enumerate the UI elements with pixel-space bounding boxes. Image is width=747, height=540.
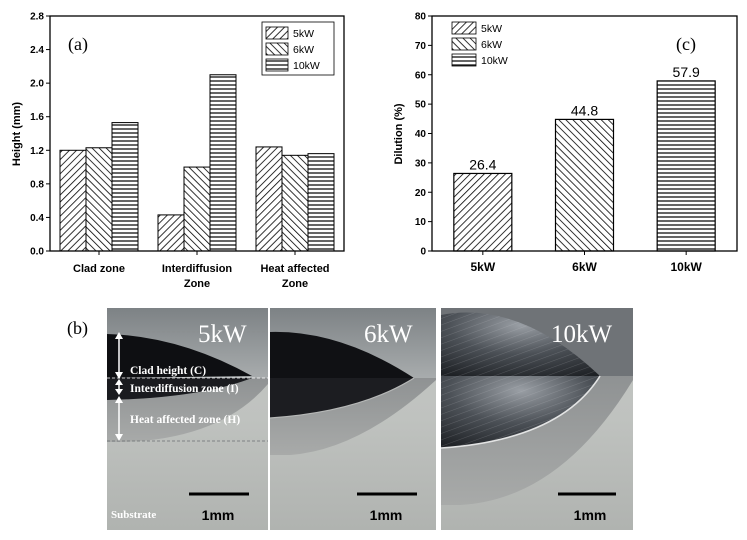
chart-a-y-tick-label: 1.2 bbox=[30, 146, 44, 157]
chart-a-legend-swatch bbox=[265, 26, 289, 40]
chart-a-bar bbox=[183, 166, 211, 252]
chart-a-y-tick-label: 0.4 bbox=[30, 213, 44, 224]
chart-c-data-label: 26.4 bbox=[469, 156, 496, 172]
chart-a-legend-swatch bbox=[265, 42, 289, 56]
chart-a-bar bbox=[255, 146, 283, 252]
chart-c-y-tick-label: 20 bbox=[415, 188, 427, 199]
photo-6kw-title: 6kW bbox=[364, 321, 413, 348]
chart-a-y-tick-label: 2.0 bbox=[30, 79, 44, 90]
photo-5kw-title: 5kW bbox=[198, 321, 247, 348]
photo-10kw-title: 10kW bbox=[551, 321, 613, 348]
chart-a-x-tick-label: Zone bbox=[184, 278, 210, 290]
chart-c-y-tick-label: 30 bbox=[415, 158, 427, 169]
chart-a-y-ticks: 0.0 0.4 0.8 1.2 1.6 2.0 2.4 2.8 bbox=[30, 12, 50, 258]
photo-6kw-scale-label: 1mm bbox=[370, 507, 403, 523]
chart-a-y-tick-label: 1.6 bbox=[30, 112, 44, 123]
chart-a-bar bbox=[209, 74, 237, 252]
chart-c-legend-swatch bbox=[451, 53, 477, 67]
chart-a-legend-label: 10kW bbox=[293, 60, 320, 72]
chart-a-panel-label: (a) bbox=[68, 34, 88, 55]
chart-c-data-label: 44.8 bbox=[571, 102, 598, 118]
chart-c-bar bbox=[554, 118, 615, 252]
chart-c-y-tick-label: 40 bbox=[415, 129, 427, 140]
chart-a-legend: 5kW 6kW 10kW bbox=[261, 21, 335, 76]
chart-a-bars bbox=[59, 74, 335, 252]
photo-panel: (b) Clad height (C) Interdiffusion zone … bbox=[67, 308, 633, 530]
annotation-interdiffusion-zone: Interdiffusion zone (I) bbox=[130, 383, 239, 395]
chart-c-legend-swatch bbox=[451, 37, 477, 51]
chart-a-bar bbox=[59, 149, 87, 252]
chart-c-x-tick-label: 5kW bbox=[470, 260, 495, 274]
chart-c-bar bbox=[656, 80, 716, 252]
chart-c-data-label: 57.9 bbox=[673, 64, 700, 80]
chart-c-legend-label: 5kW bbox=[481, 23, 502, 35]
chart-c-legend-label: 10kW bbox=[481, 55, 508, 67]
chart-a: Height (mm) 0.0 0.4 0.8 1.2 1.6 2.0 2.4 2.8 Cla… bbox=[11, 12, 345, 290]
chart-a-y-tick-label: 0.0 bbox=[30, 247, 44, 258]
chart-c-y-tick-label: 50 bbox=[415, 100, 427, 111]
chart-a-y-tick-label: 2.4 bbox=[30, 45, 44, 56]
chart-c-legend-swatch bbox=[451, 21, 477, 35]
chart-c-x-tick-label: 6kW bbox=[572, 260, 597, 274]
chart-c-bar bbox=[453, 172, 513, 252]
chart-c-ylabel: Dilution (%) bbox=[393, 103, 405, 164]
annotation-clad-height: Clad height (C) bbox=[130, 365, 206, 377]
chart-c: Dilution (%) 0 10 20 30 40 50 60 70 80 26.4 44.8 5… bbox=[393, 12, 738, 274]
photo-panel-label: (b) bbox=[67, 318, 88, 339]
chart-a-x-tick-label: Interdiffusion bbox=[162, 263, 233, 275]
substrate-label: Substrate bbox=[111, 509, 156, 521]
chart-a-bar bbox=[307, 153, 335, 252]
chart-c-y-ticks: 0 10 20 30 40 50 60 70 80 bbox=[415, 12, 432, 258]
chart-a-bar bbox=[157, 214, 185, 252]
photo-5kw-annotations: Clad height (C) Interdiffusion zone (I) … bbox=[115, 332, 240, 441]
chart-c-bars: 26.4 44.8 57.9 bbox=[453, 64, 716, 252]
chart-c-y-tick-label: 70 bbox=[415, 41, 427, 52]
chart-a-y-tick-label: 0.8 bbox=[30, 179, 44, 190]
chart-a-y-tick-label: 2.8 bbox=[30, 12, 44, 23]
chart-a-legend-label: 6kW bbox=[293, 44, 314, 56]
photo-10kw bbox=[441, 308, 633, 530]
chart-c-legend: 5kW 6kW 10kW bbox=[451, 21, 508, 67]
chart-a-x-labels: Clad zone Interdiffusion Zone Heat affected… bbox=[73, 251, 330, 290]
chart-c-y-tick-label: 60 bbox=[415, 70, 427, 81]
chart-c-y-tick-label: 0 bbox=[420, 247, 426, 258]
chart-a-legend-swatch bbox=[265, 58, 289, 72]
chart-a-bar bbox=[281, 154, 309, 252]
chart-a-ylabel: Height (mm) bbox=[11, 102, 23, 167]
chart-a-x-tick-label: Clad zone bbox=[73, 263, 125, 275]
chart-a-x-tick-label: Heat affected bbox=[260, 263, 329, 275]
chart-c-x-tick-label: 10kW bbox=[670, 260, 702, 274]
annotation-heat-affected-zone: Heat affected zone (H) bbox=[130, 414, 240, 426]
chart-c-legend-label: 6kW bbox=[481, 39, 502, 51]
chart-a-x-tick-label: Zone bbox=[282, 278, 308, 290]
chart-c-y-tick-label: 10 bbox=[415, 217, 427, 228]
chart-c-panel-label: (c) bbox=[676, 34, 696, 55]
chart-a-legend-label: 5kW bbox=[293, 28, 314, 40]
chart-c-x-labels: 5kW 6kW 10kW bbox=[470, 251, 703, 274]
chart-c-y-tick-label: 80 bbox=[415, 12, 427, 23]
photo-10kw-scale-label: 1mm bbox=[574, 507, 607, 523]
photo-5kw-scale-label: 1mm bbox=[202, 507, 235, 523]
chart-a-bar bbox=[111, 122, 139, 252]
chart-a-bar bbox=[85, 147, 113, 252]
